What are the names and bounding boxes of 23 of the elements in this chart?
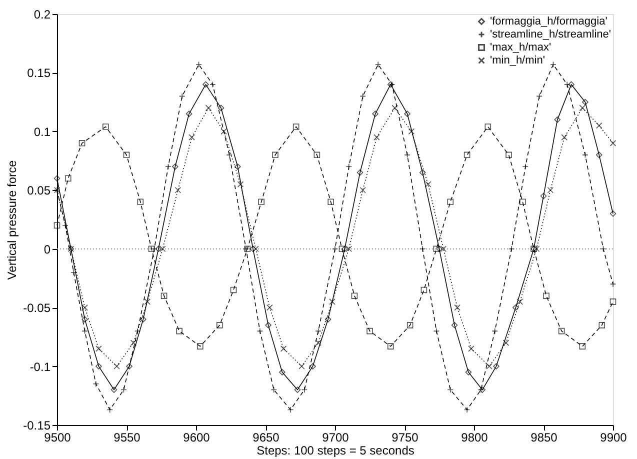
legend-label: 'min_h/min' bbox=[490, 54, 545, 66]
x-tick-label: 9550 bbox=[114, 430, 141, 444]
y-tick-label: 0.2 bbox=[34, 8, 51, 22]
legend-label: 'streamline_h/streamline' bbox=[490, 28, 611, 40]
x-tick-label: 9500 bbox=[44, 430, 72, 444]
x-tick-label: 9850 bbox=[530, 430, 558, 444]
y-tick-label: -0.15 bbox=[23, 418, 51, 432]
y-axis-title: Vertical pressure force bbox=[5, 160, 20, 280]
x-tick-label: 9600 bbox=[183, 430, 210, 444]
x-tick-label: 9700 bbox=[322, 430, 350, 444]
legend-label: 'formaggia_h/formaggia' bbox=[490, 16, 608, 28]
x-tick-label: 9800 bbox=[461, 430, 488, 444]
x-tick-label: 9650 bbox=[252, 430, 280, 444]
y-tick-label: 0.15 bbox=[27, 66, 51, 80]
y-tick-label: -0.05 bbox=[23, 301, 51, 316]
y-tick-label: 0.05 bbox=[27, 184, 51, 198]
y-tick-label: -0.1 bbox=[30, 360, 51, 374]
x-axis-title: Steps: 100 steps = 5 seconds bbox=[256, 444, 414, 458]
y-tick-label: 0.1 bbox=[34, 124, 51, 139]
x-tick-label: 9750 bbox=[392, 430, 419, 444]
legend-label: 'max_h/max' bbox=[490, 42, 552, 54]
x-tick-label: 9900 bbox=[600, 430, 628, 444]
y-tick-label: 0 bbox=[44, 242, 51, 256]
